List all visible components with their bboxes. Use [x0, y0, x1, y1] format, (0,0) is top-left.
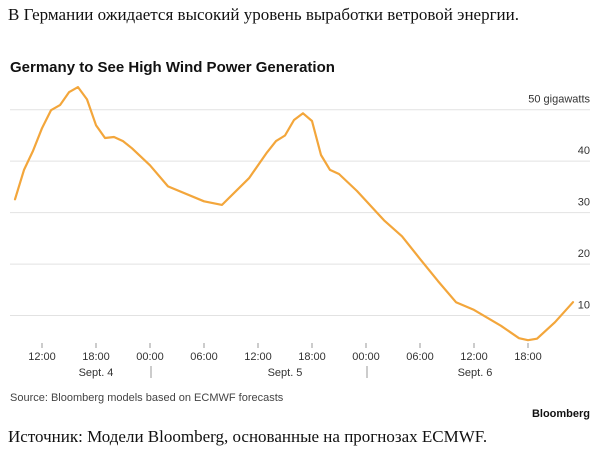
x-tick-label: 00:00 — [136, 351, 164, 363]
y-tick-label: 50 gigawatts — [528, 94, 590, 106]
y-tick-label: 30 — [578, 197, 590, 209]
x-tick-label: 06:00 — [190, 351, 218, 363]
brand: Bloomberg — [532, 408, 590, 420]
x-tick-label: 18:00 — [298, 351, 326, 363]
day-label: Sept. 6 — [458, 367, 493, 379]
x-tick-label: 12:00 — [244, 351, 272, 363]
caption: Источник: Модели Bloomberg, основанные н… — [8, 427, 488, 446]
x-tick-label: 18:00 — [514, 351, 542, 363]
intro: В Германии ожидается высокий уровень выр… — [8, 5, 520, 24]
day-label: Sept. 4 — [79, 367, 114, 379]
x-tick-label: 18:00 — [82, 351, 110, 363]
day-label: Sept. 5 — [268, 367, 303, 379]
source: Source: Bloomberg models based on ECMWF … — [10, 392, 284, 404]
line — [13, 86, 575, 342]
chart-title: Germany to See High Wind Power Generatio… — [10, 59, 335, 76]
chart: Germany to See High Wind Power Generatio… — [10, 59, 590, 420]
y-tick-label: 20 — [578, 248, 590, 260]
x-tick-label: 00:00 — [352, 351, 380, 363]
x-tick-label: 12:00 — [28, 351, 56, 363]
x-tick-label: 06:00 — [406, 351, 434, 363]
y-tick-label: 10 — [578, 300, 590, 312]
x-tick-label: 12:00 — [460, 351, 488, 363]
y-tick-label: 40 — [578, 145, 590, 157]
